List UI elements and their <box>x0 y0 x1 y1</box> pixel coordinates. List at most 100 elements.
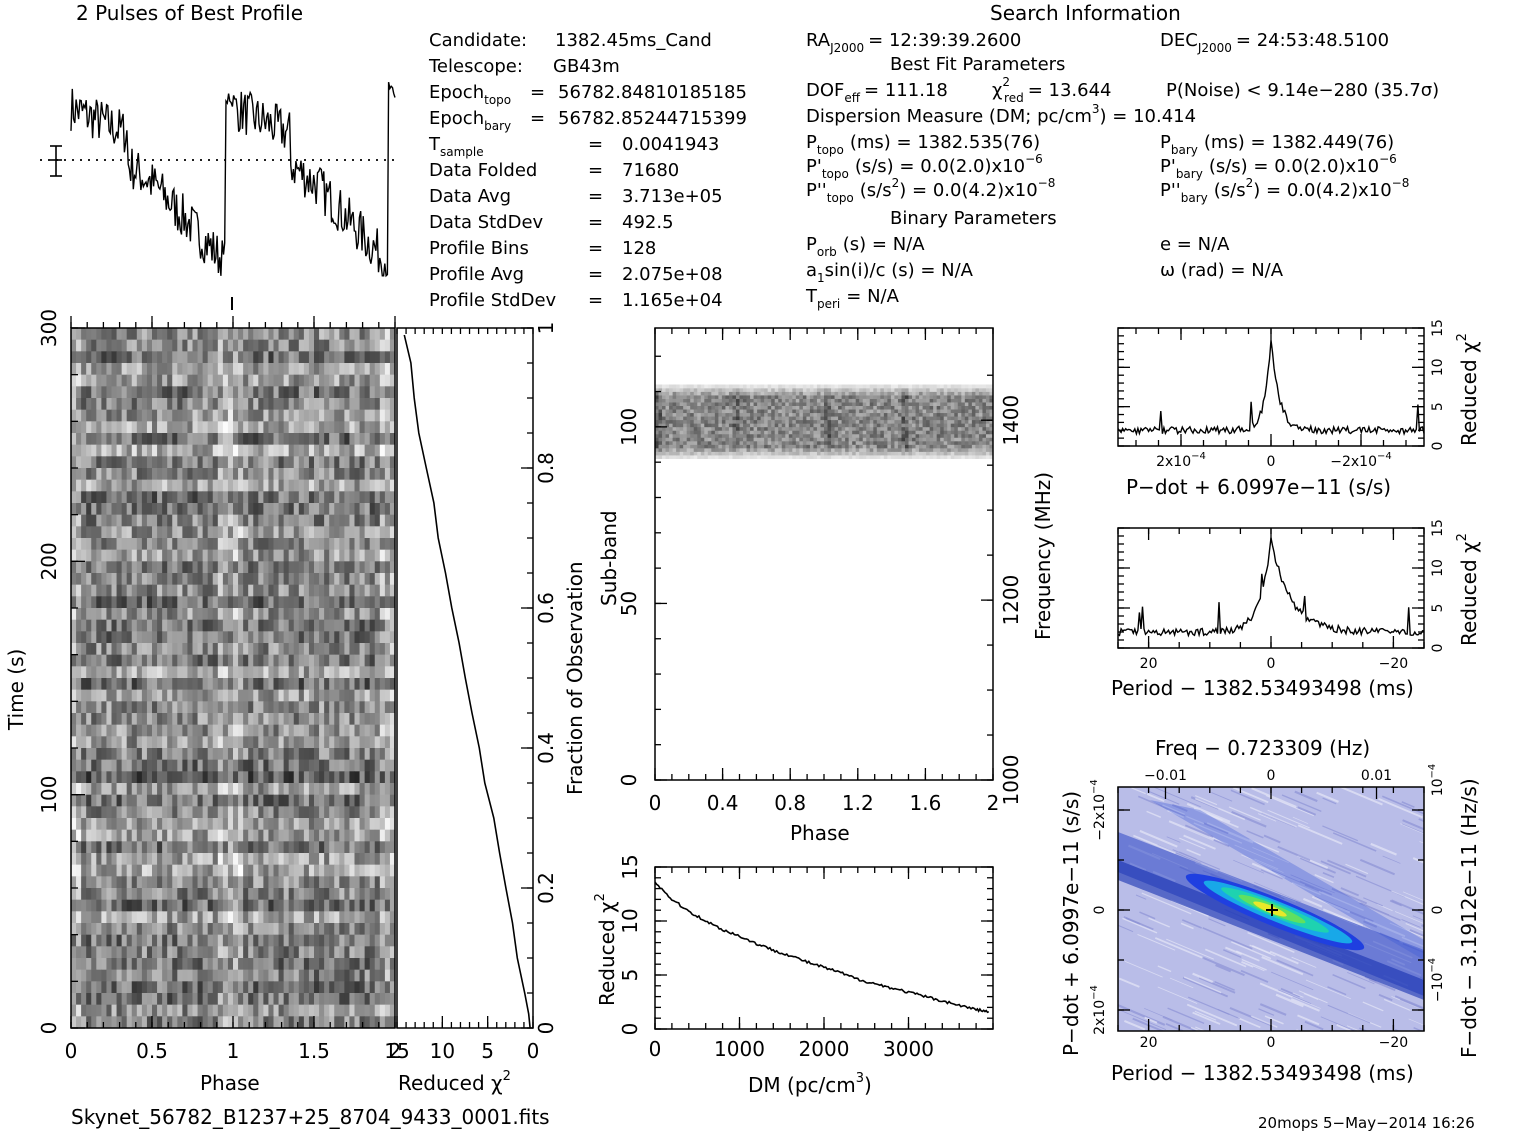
time-phase-cell <box>324 409 330 422</box>
time-phase-cell <box>212 678 219 690</box>
time-phase-cell <box>258 1004 264 1017</box>
subband-cell <box>767 455 772 459</box>
time-phase-cell <box>106 433 112 445</box>
time-phase-cell <box>364 561 371 574</box>
time-phase-cell <box>111 876 117 889</box>
time-phase-cell <box>116 958 123 970</box>
time-phase-cell <box>253 654 259 667</box>
chi2-fraction-panel: 15 10 5 000.20.40.60.81 Reduced χ2 Fraction… <box>384 322 587 1095</box>
subband-cell <box>876 437 881 442</box>
time-phase-cell <box>86 619 92 632</box>
binary-header: Binary Parameters <box>890 208 1057 229</box>
time-phase-cell <box>121 701 128 714</box>
time-phase-cell <box>136 584 143 597</box>
time-phase-cell <box>192 958 198 970</box>
time-phase-cell <box>268 946 274 959</box>
subband-cell <box>809 433 814 438</box>
time-phase-cell <box>76 398 82 410</box>
time-phase-cell <box>207 456 214 469</box>
time-phase-cell <box>187 678 193 690</box>
time-phase-cell <box>364 479 371 492</box>
subband-cell <box>975 437 980 442</box>
time-phase-cell <box>248 678 254 690</box>
time-phase-cell <box>106 421 112 434</box>
time-phase-cell <box>384 514 391 527</box>
time-phase-cell <box>389 1004 395 1017</box>
subband-cell <box>672 441 677 445</box>
time-phase-cell <box>248 351 254 364</box>
subband-cell <box>735 430 740 435</box>
time-phase-cell <box>319 491 325 504</box>
time-phase-cell <box>86 946 92 959</box>
time-phase-cell <box>76 374 82 387</box>
subband-cell <box>799 426 804 431</box>
time-phase-cell <box>202 328 209 340</box>
subband-cell <box>735 451 740 456</box>
time-phase-cell <box>349 491 355 504</box>
time-phase-cell <box>81 969 87 982</box>
time-phase-cell <box>187 946 193 959</box>
time-phase-cell <box>76 701 82 714</box>
time-phase-cell <box>258 596 264 609</box>
time-phase-cell <box>207 993 214 1005</box>
time-phase-cell <box>319 363 325 375</box>
time-phase-cell <box>81 631 87 644</box>
time-phase-cell <box>329 748 335 760</box>
subband-cell <box>859 426 864 431</box>
time-phase-cell <box>96 1016 102 1028</box>
time-phase-cell <box>162 444 168 457</box>
time-phase-cell <box>126 514 133 527</box>
subband-cell <box>919 426 923 431</box>
time-phase-cell <box>152 456 158 469</box>
time-phase-cell <box>96 678 102 690</box>
time-phase-cell <box>121 934 128 947</box>
time-phase-cell <box>329 876 335 889</box>
time-phase-cell <box>76 456 82 469</box>
time-phase-cell <box>374 818 381 830</box>
subband-cell <box>841 455 846 459</box>
subband-cell <box>700 426 705 431</box>
time-phase-cell <box>354 386 360 399</box>
time-phase-cell <box>157 771 163 784</box>
time-phase-cell <box>212 876 219 889</box>
time-phase-cell <box>288 1004 295 1017</box>
time-phase-cell <box>162 993 168 1005</box>
time-phase-cell <box>268 736 274 749</box>
subband-cell <box>852 441 857 445</box>
time-phase-cell <box>192 864 198 877</box>
time-phase-cell <box>238 911 244 924</box>
time-phase-cell <box>344 456 350 469</box>
time-phase-cell <box>202 398 209 410</box>
time-phase-cell <box>141 666 148 679</box>
time-phase-cell <box>192 946 198 959</box>
time-phase-cell <box>222 806 229 819</box>
subband-cell <box>904 458 909 463</box>
time-phase-cell <box>91 911 97 924</box>
time-phase-cell <box>303 829 310 842</box>
time-phase-cell <box>359 794 366 807</box>
time-phase-cell <box>238 713 244 725</box>
time-phase-cell <box>374 899 381 912</box>
time-phase-cell <box>96 736 102 749</box>
time-phase-cell <box>71 608 77 620</box>
time-phase-cell <box>298 619 305 632</box>
time-phase-cell <box>121 946 128 959</box>
time-phase-cell <box>243 946 249 959</box>
time-phase-cell <box>238 328 244 340</box>
time-phase-cell <box>126 969 133 982</box>
time-phase-cell <box>273 946 279 959</box>
time-phase-cell <box>379 876 386 889</box>
time-phase-cell <box>379 491 386 504</box>
time-phase-cell <box>273 608 279 620</box>
time-phase-cell <box>243 339 249 352</box>
time-phase-cell <box>91 876 97 889</box>
subband-cell <box>852 433 857 438</box>
time-phase-cell <box>96 923 102 935</box>
time-phase-cell <box>106 888 112 900</box>
time-phase-cell <box>308 794 315 807</box>
time-phase-cell <box>141 631 148 644</box>
time-phase-cell <box>339 829 345 842</box>
subband-cell <box>904 448 909 452</box>
time-phase-cell <box>248 981 254 994</box>
time-phase-cell <box>121 596 128 609</box>
